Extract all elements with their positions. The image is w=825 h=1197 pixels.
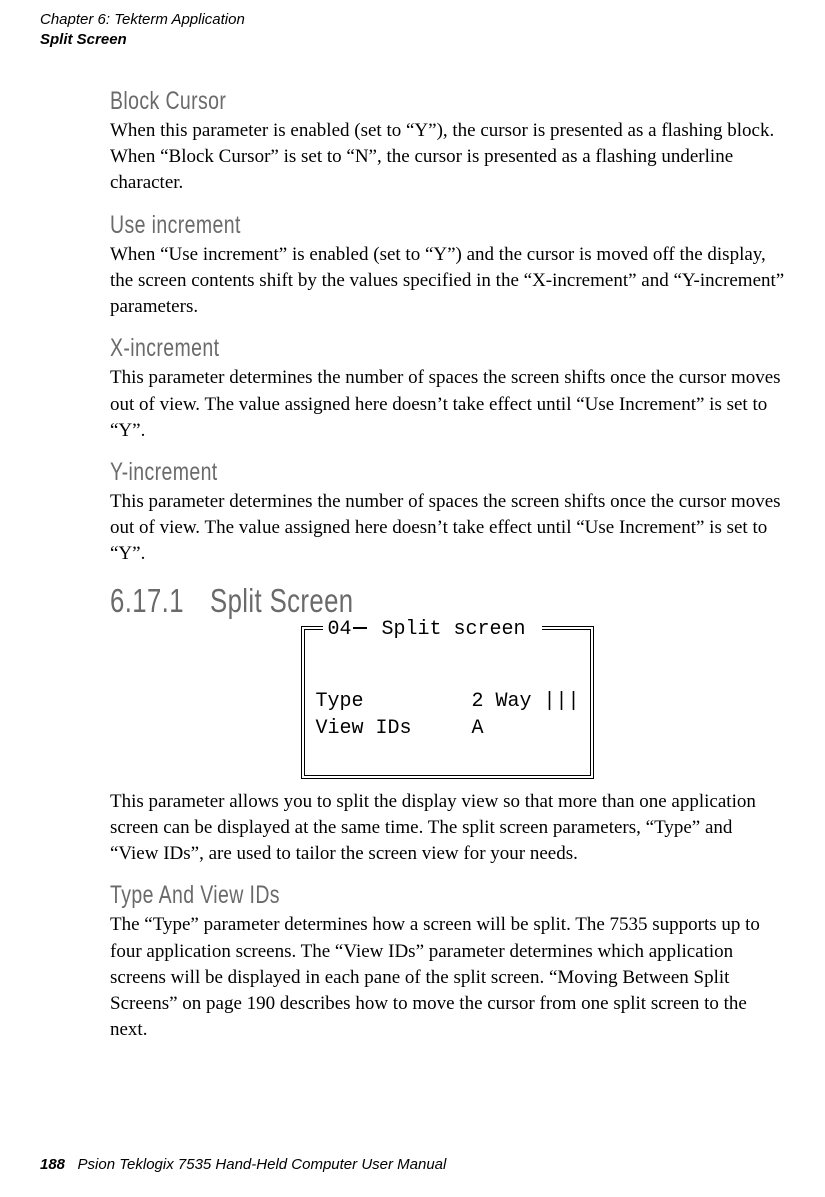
heading-type-view-ids: Type And View IDs <box>110 881 637 910</box>
header-section: Split Screen <box>40 30 785 50</box>
screen-line-2: View IDs A <box>315 717 483 740</box>
page: Chapter 6: Tekterm Application Split Scr… <box>0 0 825 1197</box>
page-number: 188 <box>40 1156 65 1173</box>
dash-icon <box>353 627 367 629</box>
header-chapter: Chapter 6: Tekterm Application <box>40 10 785 30</box>
heading-x-increment: X-increment <box>110 334 637 363</box>
body-y-increment: This parameter determines the number of … <box>110 489 785 568</box>
heading-use-increment: Use increment <box>110 211 637 240</box>
screen-line-1: Type 2 Way ||| <box>315 690 579 713</box>
footer-text: Psion Teklogix 7535 Hand-Held Computer U… <box>78 1156 447 1173</box>
screen-title-num: 04 <box>327 618 351 641</box>
heading-block-cursor: Block Cursor <box>110 87 637 116</box>
content-area: Block Cursor When this parameter is enab… <box>110 87 785 1043</box>
body-use-increment: When “Use increment” is enabled (set to … <box>110 242 785 321</box>
heading-y-increment: Y-increment <box>110 458 637 487</box>
running-header: Chapter 6: Tekterm Application Split Scr… <box>40 10 785 49</box>
body-block-cursor: When this parameter is enabled (set to “… <box>110 118 785 197</box>
screen-title-text: Split screen <box>369 618 537 641</box>
body-x-increment: This parameter determines the number of … <box>110 365 785 444</box>
heading-split-screen: 6.17.1 Split Screen <box>110 582 637 620</box>
body-split-screen: This parameter allows you to split the d… <box>110 789 785 868</box>
screen-box-wrap: 04 Split screen Type 2 Way ||| View IDs … <box>110 626 785 779</box>
screen-box: 04 Split screen Type 2 Way ||| View IDs … <box>301 626 593 779</box>
body-type-view-ids: The “Type” parameter determines how a sc… <box>110 912 785 1043</box>
footer: 188 Psion Teklogix 7535 Hand-Held Comput… <box>40 1156 446 1173</box>
screen-box-title: 04 Split screen <box>323 616 541 643</box>
